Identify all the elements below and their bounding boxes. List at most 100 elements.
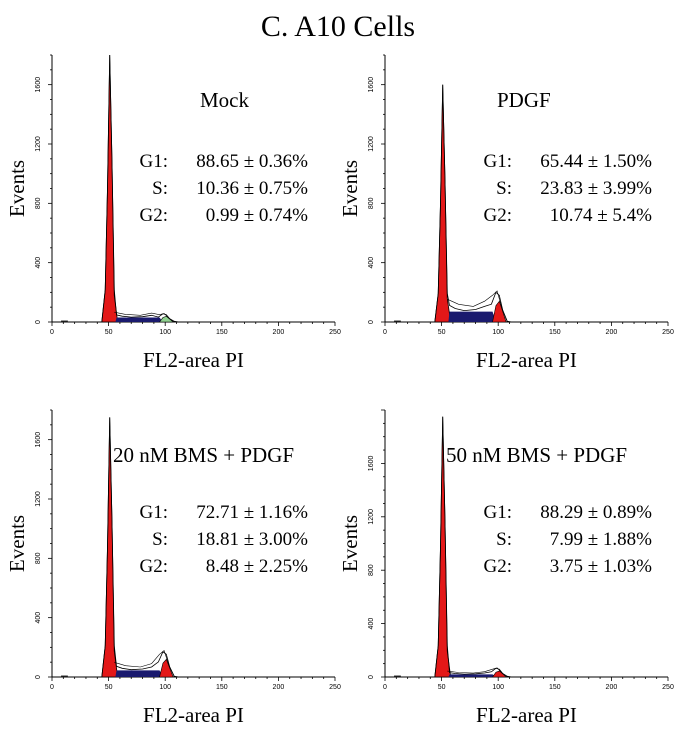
fit-envelope <box>114 311 175 323</box>
x-tick-label: 50 <box>438 684 446 691</box>
y-tick-label: 800 <box>368 564 375 576</box>
y-tick-label: 1600 <box>35 432 42 448</box>
s-phase-fill <box>448 674 496 677</box>
y-axis-label: Events <box>5 515 29 572</box>
y-tick-label: 400 <box>35 257 42 269</box>
x-axis-label: FL2-area PI <box>143 703 244 727</box>
panel-title: Mock <box>200 88 249 112</box>
y-tick-label: 800 <box>35 197 42 209</box>
x-tick-label: 50 <box>105 329 113 336</box>
stat-phase-label: G2: <box>484 205 513 226</box>
stat-value: 72.71 ± 1.16% <box>196 502 308 523</box>
stat-phase-label: S: <box>496 529 512 550</box>
x-tick-label: 100 <box>492 684 504 691</box>
y-tick-label: 800 <box>35 552 42 564</box>
stat-phase-label: S: <box>496 178 512 199</box>
stat-value: 88.65 ± 0.36% <box>196 151 308 172</box>
panel-title: 20 nM BMS + PDGF <box>113 443 294 467</box>
stat-value: 3.75 ± 1.03% <box>550 556 652 577</box>
x-tick-label: 250 <box>329 684 341 691</box>
x-tick-label: 150 <box>549 684 561 691</box>
histogram-outline <box>430 84 512 323</box>
x-tick-label: 200 <box>606 329 618 336</box>
histogram-outline <box>97 417 179 678</box>
y-tick-label: 800 <box>368 197 375 209</box>
x-tick-label: 150 <box>549 329 561 336</box>
x-tick-label: 100 <box>492 329 504 336</box>
g1-peak <box>434 84 452 323</box>
stat-value: 23.83 ± 3.99% <box>540 178 652 199</box>
fit-envelope <box>447 290 508 323</box>
histogram-panel-4: 0 50 100 150 200 250 0 400 800 1200 1600 50 nM BMS … <box>338 409 674 727</box>
y-axis-label: Events <box>338 515 362 572</box>
y-tick-label: 1200 <box>35 491 42 507</box>
x-tick-label: 100 <box>159 684 171 691</box>
y-tick-label: 0 <box>368 320 375 324</box>
y-tick-label: 0 <box>35 675 42 679</box>
x-tick-label: 250 <box>662 684 674 691</box>
y-tick-label: 0 <box>368 675 375 679</box>
x-tick-label: 250 <box>329 329 341 336</box>
y-tick-label: 1200 <box>368 509 375 525</box>
histogram-outline <box>430 416 512 678</box>
figure-title: C. A10 Cells <box>260 10 416 43</box>
x-tick-label: 200 <box>273 684 285 691</box>
x-tick-label: 50 <box>105 684 113 691</box>
stat-phase-label: G1: <box>484 502 513 523</box>
stat-value: 10.74 ± 5.4% <box>550 205 652 226</box>
stat-value: 7.99 ± 1.88% <box>550 529 652 550</box>
s-phase-fill <box>448 311 496 322</box>
stat-phase-label: S: <box>152 178 168 199</box>
y-tick-label: 400 <box>368 257 375 269</box>
fit-envelope <box>114 649 175 678</box>
stat-phase-label: G1: <box>140 151 169 172</box>
x-tick-label: 150 <box>216 329 228 336</box>
x-tick-label: 0 <box>383 329 387 336</box>
stat-phase-label: G2: <box>140 205 169 226</box>
y-tick-label: 0 <box>35 320 42 324</box>
s-phase-fill <box>115 317 163 322</box>
stat-value: 0.99 ± 0.74% <box>206 205 308 226</box>
x-tick-label: 0 <box>50 684 54 691</box>
stat-phase-label: S: <box>152 529 168 550</box>
histogram-panel-1: 0 50 100 150 200 250 0 400 800 1200 1600 Mock G1: 88.… <box>5 54 341 372</box>
stat-value: 10.36 ± 0.75% <box>196 178 308 199</box>
x-tick-label: 200 <box>273 329 285 336</box>
stat-phase-label: G2: <box>140 556 169 577</box>
stat-value: 8.48 ± 2.25% <box>206 556 308 577</box>
x-axis-label: FL2-area PI <box>143 348 244 372</box>
histogram-panel-2: 0 50 100 150 200 250 0 400 800 1200 1600 PDGF G1: 65.… <box>338 54 674 372</box>
panel-title: PDGF <box>497 88 551 112</box>
g2-peak <box>492 300 507 323</box>
stat-phase-label: G1: <box>140 502 169 523</box>
g2-peak <box>159 658 174 678</box>
stat-value: 65.44 ± 1.50% <box>540 151 652 172</box>
stat-value: 18.81 ± 3.00% <box>196 529 308 550</box>
y-tick-label: 400 <box>368 618 375 630</box>
fit-envelope <box>447 667 508 678</box>
x-tick-label: 0 <box>383 684 387 691</box>
y-axis-label: Events <box>5 160 29 217</box>
y-tick-label: 1600 <box>35 77 42 93</box>
panel-title: 50 nM BMS + PDGF <box>446 443 627 467</box>
x-tick-label: 100 <box>159 329 171 336</box>
s-phase-fill <box>115 670 163 677</box>
x-tick-label: 250 <box>662 329 674 336</box>
y-tick-label: 400 <box>35 612 42 624</box>
stat-value: 88.29 ± 0.89% <box>540 502 652 523</box>
g1-peak <box>101 54 119 323</box>
x-axis-label: FL2-area PI <box>476 348 577 372</box>
y-tick-label: 1600 <box>368 77 375 93</box>
x-axis-label: FL2-area PI <box>476 703 577 727</box>
x-tick-label: 150 <box>216 684 228 691</box>
histogram-outline <box>97 54 179 323</box>
stat-phase-label: G2: <box>484 556 513 577</box>
x-tick-label: 200 <box>606 684 618 691</box>
histogram-panel-3: 0 50 100 150 200 250 0 400 800 1200 1600 20 nM BMS … <box>5 409 341 727</box>
y-axis-label: Events <box>338 160 362 217</box>
x-tick-label: 0 <box>50 329 54 336</box>
x-tick-label: 50 <box>438 329 446 336</box>
y-tick-label: 1600 <box>368 456 375 472</box>
stat-phase-label: G1: <box>484 151 513 172</box>
